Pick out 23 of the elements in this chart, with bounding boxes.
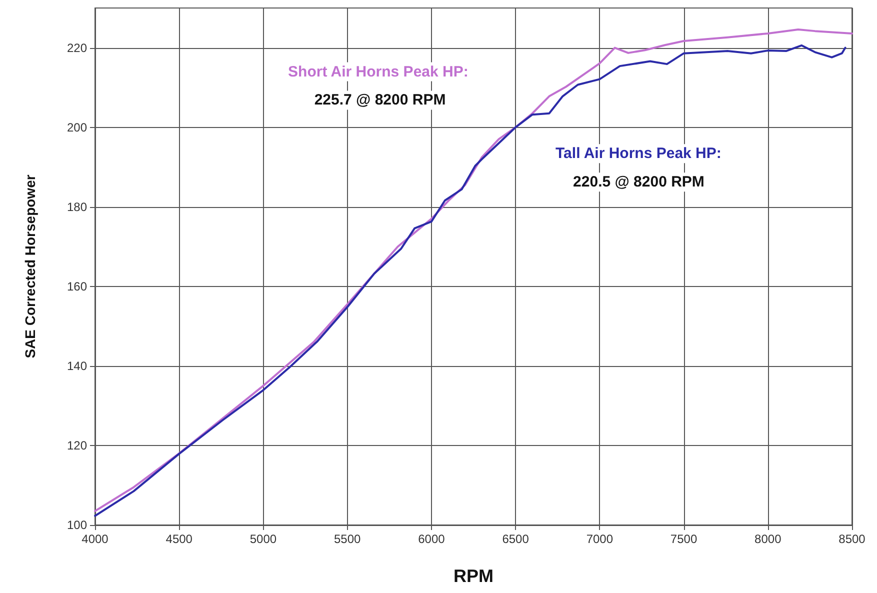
y-tick-label: 180 — [66, 200, 88, 214]
x-tick-label: 7500 — [670, 532, 698, 546]
x-tick-label: 4500 — [166, 532, 193, 546]
y-tick-label: 120 — [66, 438, 88, 452]
x-axis-title: RPM — [454, 566, 494, 586]
y-tick-label: 220 — [66, 40, 88, 55]
x-tick-label: 8500 — [838, 532, 866, 546]
y-tick-label: 100 — [66, 518, 88, 532]
y-tick-label: 160 — [66, 279, 88, 294]
x-tick-label: 8000 — [754, 532, 782, 546]
annotation: Tall Air Horns Peak HP: — [556, 145, 722, 162]
x-tick-label: 5500 — [334, 532, 362, 546]
x-tick-label: 5000 — [250, 532, 277, 546]
x-tick-label: 6000 — [418, 532, 446, 546]
annotation: Short Air Horns Peak HP: — [288, 63, 468, 80]
y-tick-label: 140 — [66, 358, 88, 373]
y-tick-label: 200 — [66, 120, 88, 134]
y-axis-title: SAE Corrected Horsepower — [22, 174, 38, 358]
x-tick-label: 7000 — [586, 532, 614, 546]
x-tick-label: 6500 — [502, 532, 530, 546]
x-tick-label: 4000 — [82, 532, 109, 546]
annotation: 220.5 @ 8200 RPM — [573, 174, 704, 191]
annotation: 225.7 @ 8200 RPM — [314, 92, 446, 109]
